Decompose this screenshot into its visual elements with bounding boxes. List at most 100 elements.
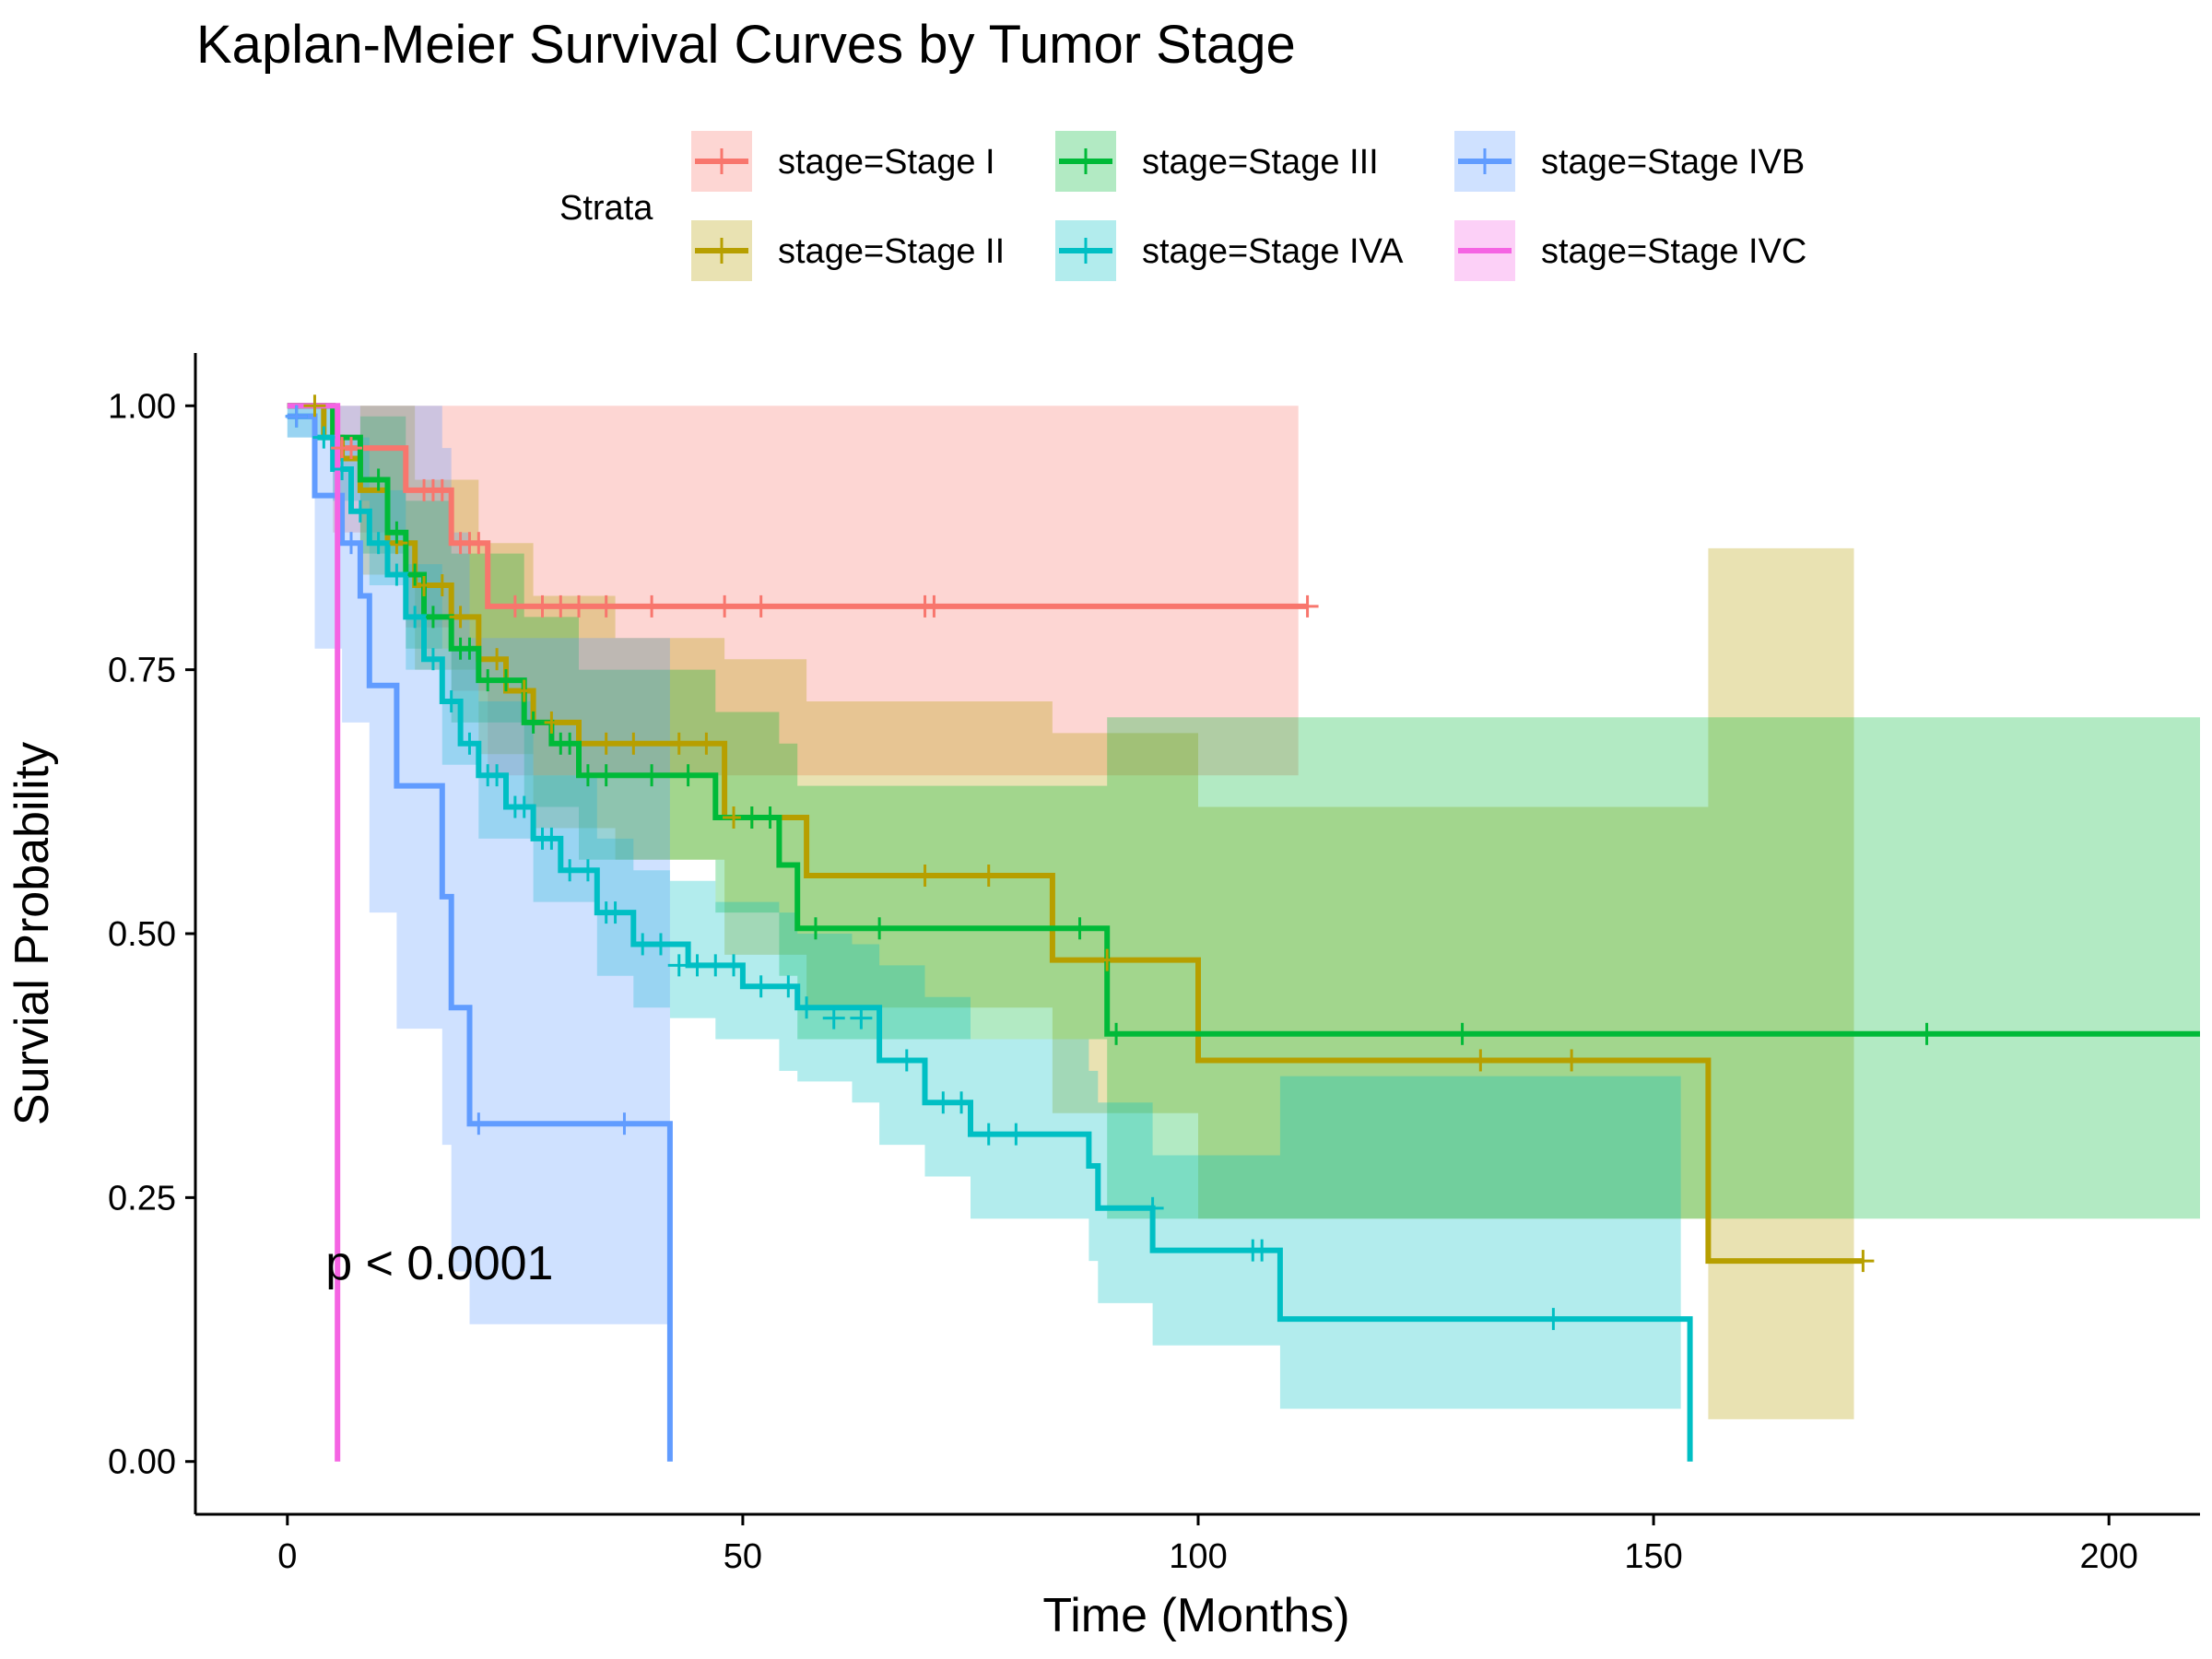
censor-mark-stage-iva [850, 1006, 873, 1030]
censor-mark-stage-iii [759, 806, 782, 829]
legend-label: stage=Stage I [778, 143, 995, 182]
censor-mark-stage-i [339, 437, 362, 460]
censor-mark-stage-iii [458, 637, 481, 660]
censor-mark-stage-iii [594, 764, 618, 787]
y-tick-label: 0.75 [108, 652, 176, 690]
plot-panel [285, 394, 2200, 1462]
censor-mark-stage-iva [977, 1123, 1000, 1146]
legend: Strata stage=Stage I stage=Stage II stage=… [559, 131, 1806, 281]
axes: 0 50 100 150 200 0.00 0.25 0.50 0.75 1.00 Time (… [6, 353, 2200, 1642]
x-tick-label: 0 [277, 1537, 297, 1576]
censor-marks [285, 394, 1938, 1331]
censor-mark-stage-iva [950, 1091, 973, 1114]
censor-mark-stage-iva [723, 954, 746, 977]
ci-band-stage-ivb [287, 406, 670, 1324]
censor-mark-stage-iva [604, 901, 627, 924]
censor-mark-stage-iva [421, 648, 444, 671]
legend-item-stage-i: stage=Stage I [691, 131, 995, 192]
censor-mark-stage-iva [749, 975, 772, 998]
censor-mark-stage-i [503, 594, 526, 618]
censor-mark-stage-iva [1005, 1123, 1028, 1146]
censor-mark-stage-iva [458, 732, 481, 755]
y-tick-label: 0.00 [108, 1443, 176, 1482]
legend-label: stage=Stage IVA [1142, 232, 1404, 271]
legend-label: stage=Stage IVB [1541, 143, 1805, 182]
censor-mark-stage-iii [804, 917, 827, 940]
legend-label: stage=Stage III [1142, 143, 1379, 182]
legend-item-stage-iii: stage=Stage III [1055, 131, 1379, 192]
censor-mark-stage-i [641, 594, 664, 618]
censor-mark-stage-iii [868, 917, 891, 940]
censor-mark-stage-ii [1560, 1049, 1583, 1072]
censor-mark-stage-ii [695, 732, 718, 755]
censor-mark-stage-iva [1542, 1308, 1565, 1331]
censor-mark-stage-iva [331, 458, 354, 480]
censor-mark-stage-ivb [339, 532, 362, 555]
chart-title: Kaplan-Meier Survival Curves by Tumor St… [196, 15, 1296, 75]
x-tick-label: 200 [2079, 1537, 2137, 1576]
legend-item-stage-ivc: stage=Stage IVC [1454, 220, 1806, 281]
ci-band-stage-iva [287, 406, 1681, 1409]
censor-mark-stage-i [923, 594, 946, 618]
censor-mark-stage-ii [667, 732, 690, 755]
legend-label: stage=Stage IVC [1541, 232, 1806, 271]
censor-mark-stage-iva [367, 532, 390, 555]
censor-mark-stage-iva [1141, 1196, 1164, 1219]
x-axis-title: Time (Months) [1042, 1589, 1349, 1642]
censor-mark-stage-i [568, 594, 591, 618]
censor-mark-stage-iva [777, 975, 800, 998]
censor-mark-stage-iii [677, 764, 700, 787]
legend-item-stage-ivb: stage=Stage IVB [1454, 131, 1805, 192]
legend-item-stage-ii: stage=Stage II [691, 220, 1005, 281]
censor-mark-stage-i [1296, 594, 1319, 618]
censor-mark-stage-iii [494, 669, 517, 692]
censor-mark-stage-ii [1852, 1250, 1875, 1273]
x-axis-ticks: 0 50 100 150 200 [277, 1514, 2138, 1576]
censor-mark-stage-ii [622, 732, 645, 755]
confidence-bands [287, 406, 2200, 1419]
censor-mark-stage-ii [303, 394, 326, 418]
censor-mark-stage-iii [1105, 1022, 1128, 1045]
censor-mark-stage-ivb [467, 1112, 490, 1135]
censor-mark-stage-iii [1915, 1022, 1938, 1045]
curve-stage-ivb [287, 413, 673, 1462]
censor-mark-stage-iva [404, 606, 427, 629]
censor-mark-stage-iva [649, 933, 672, 956]
censor-mark-stage-iii [367, 468, 390, 491]
censor-mark-stage-ii [977, 865, 1000, 887]
y-tick-label: 0.25 [108, 1179, 176, 1218]
legend-title: Strata [559, 189, 653, 228]
censor-mark-stage-iva [1251, 1239, 1274, 1262]
y-tick-label: 1.00 [108, 387, 176, 426]
ci-band-stage-iii [287, 406, 2200, 1219]
censor-mark-stage-iva [440, 690, 463, 712]
censor-mark-stage-iii [1068, 917, 1091, 940]
censor-mark-stage-iva [512, 795, 535, 818]
censor-mark-stage-i [467, 532, 490, 555]
censor-mark-stage-iii [385, 521, 408, 544]
censor-mark-stage-ii [913, 865, 936, 887]
censor-mark-stage-ii [594, 732, 618, 755]
censor-mark-stage-i [749, 594, 772, 618]
y-axis-ticks: 0.00 0.25 0.50 0.75 1.00 [108, 387, 196, 1482]
censor-mark-stage-iva [895, 1049, 918, 1072]
censor-mark-stage-iva [312, 426, 335, 449]
x-tick-label: 50 [724, 1537, 762, 1576]
censor-mark-stage-iva [348, 500, 371, 523]
censor-mark-stage-iva [486, 764, 509, 787]
y-axis-title: Survial Probability [6, 742, 59, 1125]
ci-band-stage-ii [287, 406, 1854, 1419]
censor-mark-stage-iva [576, 859, 599, 882]
censor-mark-stage-i [430, 478, 453, 501]
censor-mark-stage-ii [449, 606, 472, 629]
censor-mark-stage-i [713, 594, 736, 618]
censor-mark-stage-iii [1451, 1022, 1474, 1045]
legend-item-stage-iva: stage=Stage IVA [1055, 220, 1404, 281]
legend-label: stage=Stage II [778, 232, 1005, 271]
censor-mark-stage-iii [522, 711, 545, 734]
x-tick-label: 150 [1624, 1537, 1682, 1576]
y-tick-label: 0.50 [108, 915, 176, 954]
censor-mark-stage-ivb [613, 1112, 636, 1135]
censor-mark-stage-iii [559, 732, 582, 755]
